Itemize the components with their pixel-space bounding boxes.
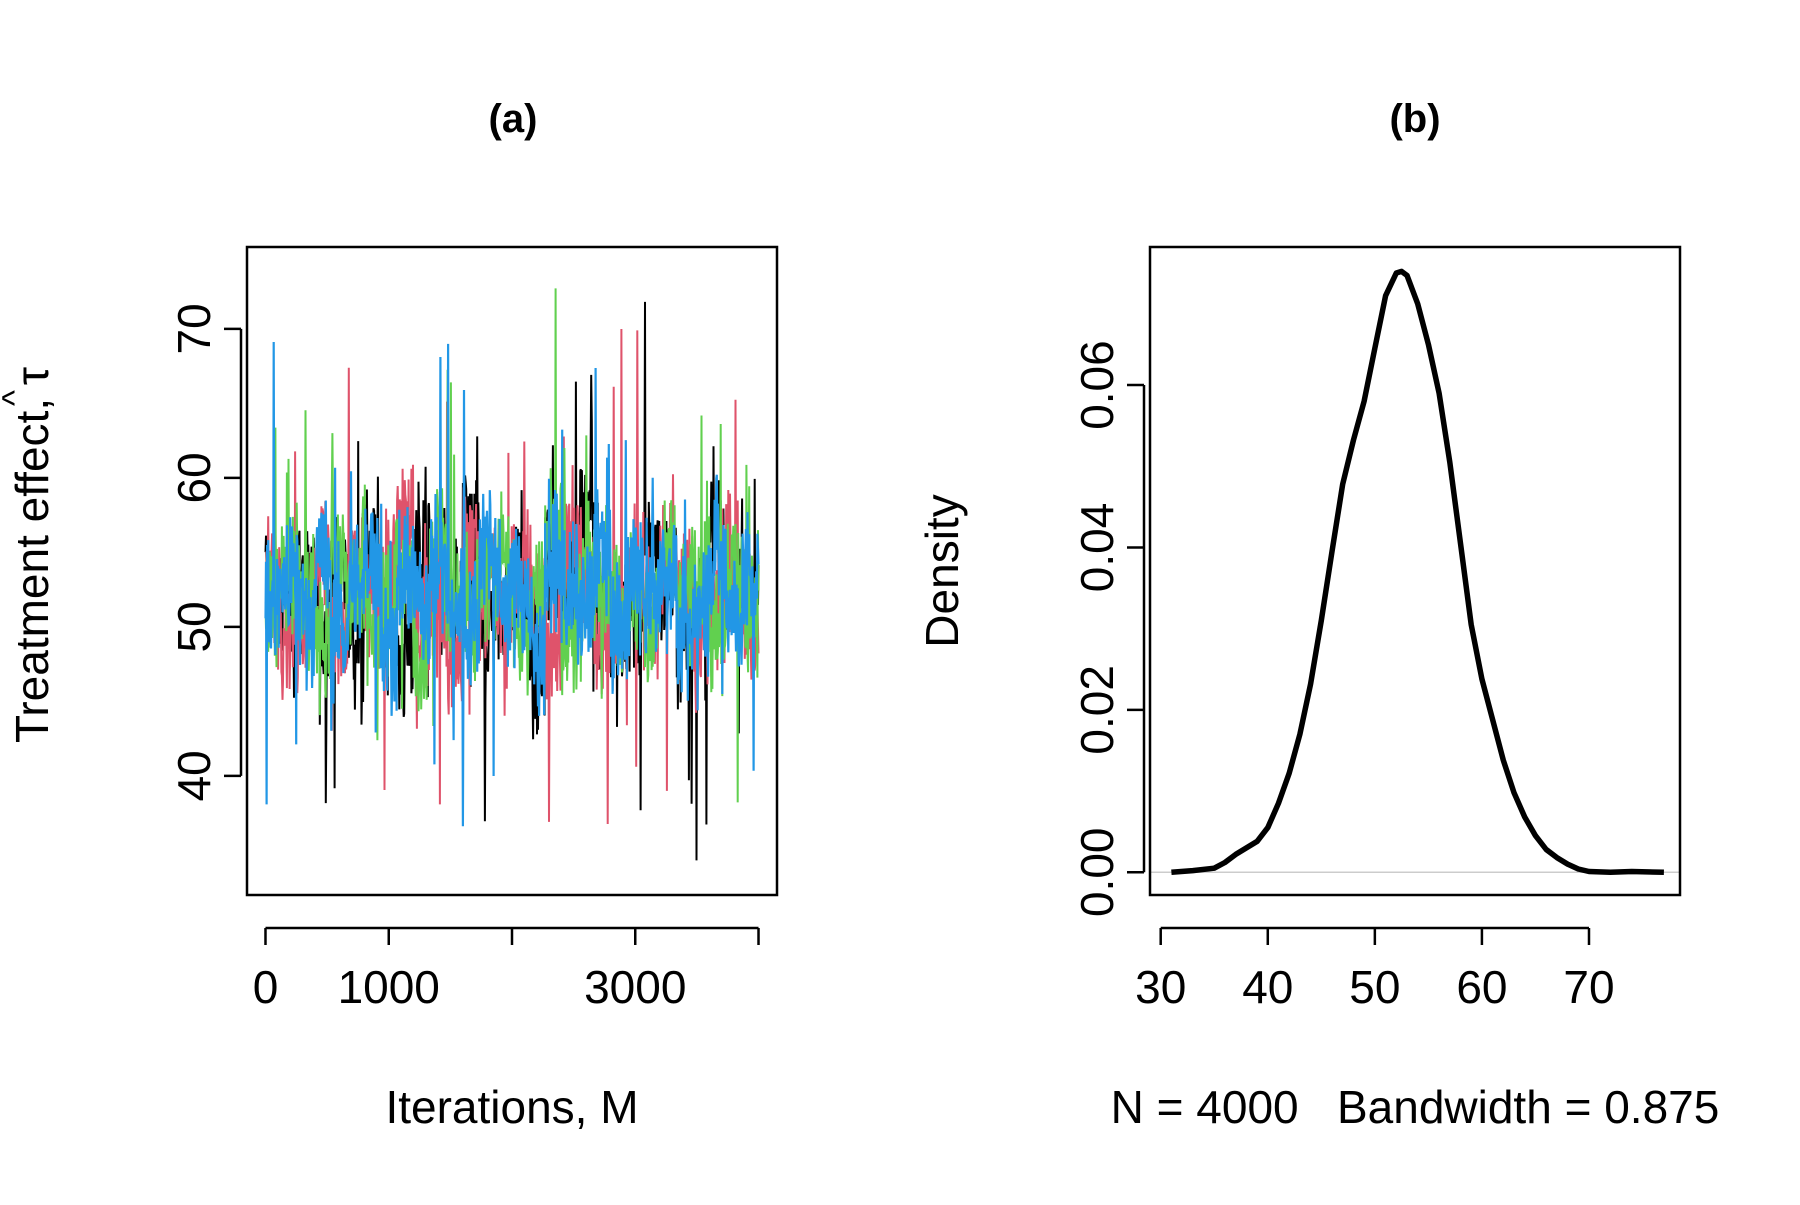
panel-b-x-tick-label: 60 bbox=[1456, 961, 1507, 1013]
panel-b-y-axis-label: Density bbox=[916, 494, 968, 647]
panel-a-y-tick-label: 50 bbox=[168, 601, 220, 652]
panel-a-x-axis: 0 1000 3000 bbox=[253, 926, 760, 1013]
panel-a-y-tick-label: 60 bbox=[168, 452, 220, 503]
panel-a-y-tick-label: 40 bbox=[168, 750, 220, 801]
panel-a-x-tick-label: 0 bbox=[253, 961, 279, 1013]
panel-b-y-axis: 0.00 0.02 0.04 0.06 bbox=[1071, 340, 1146, 917]
panel-a-chain-4-line bbox=[264, 341, 760, 827]
panel-a-y-axis-label-hat: ^ bbox=[0, 390, 34, 406]
panel-b-x-tick-label: 70 bbox=[1563, 961, 1614, 1013]
panel-a-x-axis-label: Iterations, M bbox=[385, 1081, 638, 1133]
panel-b-x-tick-label: 50 bbox=[1349, 961, 1400, 1013]
panel-a-y-axis: 40 50 60 70 bbox=[168, 303, 243, 801]
panel-a-x-tick-label: 3000 bbox=[584, 961, 686, 1013]
panel-b-x-tick-label: 30 bbox=[1135, 961, 1186, 1013]
panel-b-y-tick-label: 0.04 bbox=[1071, 503, 1123, 593]
panel-b-density-plot: (b) 30 40 50 60 70 0.00 0.02 0.04 0.06 N = 4000… bbox=[916, 97, 1719, 1133]
panel-a-plot-frame bbox=[245, 245, 779, 897]
panel-a-y-axis-label-group: Treatment effect, τ ^ bbox=[0, 367, 58, 743]
panel-a-y-tick-label: 70 bbox=[168, 303, 220, 354]
panel-b-density-curve bbox=[1171, 268, 1664, 876]
panel-a-x-tick-label: 1000 bbox=[338, 961, 440, 1013]
panel-b-x-axis: 30 40 50 60 70 bbox=[1135, 926, 1615, 1013]
panel-a-trace-plot: (a) 0 1000 3000 40 50 60 70 Iterations, M Tre… bbox=[0, 97, 779, 1133]
panel-a-y-axis-label: Treatment effect, τ bbox=[6, 367, 58, 743]
panel-b-title: (b) bbox=[1389, 97, 1440, 141]
panel-a-title: (a) bbox=[489, 97, 538, 141]
panel-b-y-tick-label: 0.06 bbox=[1071, 340, 1123, 430]
panel-b-x-tick-label: 40 bbox=[1242, 961, 1293, 1013]
panel-b-y-tick-label: 0.02 bbox=[1071, 665, 1123, 755]
panel-b-plot-frame bbox=[1148, 245, 1682, 897]
panel-a-series-group bbox=[264, 288, 760, 861]
panel-b-y-tick-label: 0.00 bbox=[1071, 827, 1123, 917]
panel-b-x-axis-label: N = 4000 Bandwidth = 0.875 bbox=[1111, 1081, 1720, 1133]
